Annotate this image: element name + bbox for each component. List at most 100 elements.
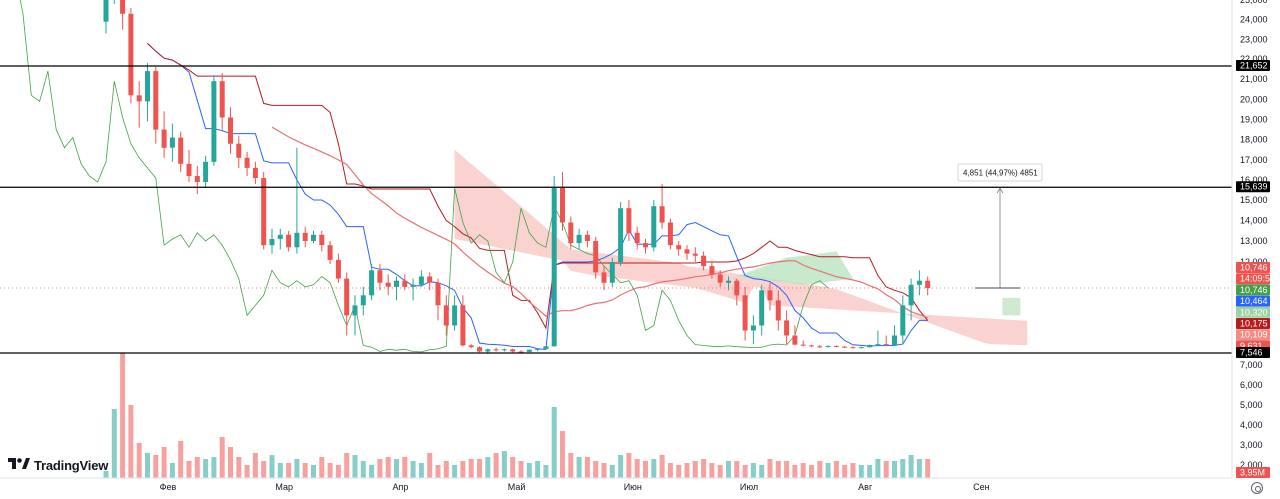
volume-bar <box>236 457 242 478</box>
price-badge <box>1236 306 1270 318</box>
candle-body <box>252 167 258 178</box>
candle-body <box>667 222 673 246</box>
volume-bar <box>228 447 233 478</box>
candle-body <box>452 305 458 326</box>
candle-body <box>211 81 217 162</box>
candle-body <box>277 234 283 239</box>
tradingview-logo[interactable]: TradingView <box>8 456 108 474</box>
time-tick-label: Июл <box>740 482 758 492</box>
candle-body <box>410 284 416 287</box>
volume-bar <box>452 465 458 478</box>
candle-body <box>286 234 292 248</box>
candle-body <box>460 305 466 346</box>
candle-body <box>493 349 499 351</box>
volume-bar <box>311 465 316 478</box>
volume-bar <box>402 457 408 478</box>
volume-bar <box>385 457 391 478</box>
candle-body <box>593 241 599 273</box>
time-tick-label: Апр <box>392 482 408 492</box>
price-tick-label: 5,000 <box>1240 400 1263 410</box>
volume-bar <box>327 463 333 478</box>
volume-bar <box>211 457 217 478</box>
candle-body <box>875 344 881 346</box>
volume-bar <box>394 459 399 478</box>
time-axis[interactable]: Фев Мар Апр Май Июн Июл Авг Сен <box>160 482 990 492</box>
time-tick-label: Май <box>508 482 526 492</box>
candlesticks[interactable] <box>103 0 931 354</box>
volume-bar <box>717 465 723 478</box>
candle-body <box>584 234 590 241</box>
price-badge <box>1236 347 1270 358</box>
time-tick-label: Июн <box>624 482 642 492</box>
candle-body <box>103 0 109 22</box>
candle-body <box>560 188 565 223</box>
price-badge <box>1236 273 1270 285</box>
volume-bar <box>626 453 632 478</box>
candle-body <box>402 280 408 287</box>
candle-body <box>601 272 607 283</box>
volume-bar <box>269 455 275 478</box>
volume-bar <box>643 461 648 478</box>
candle-body <box>892 335 897 345</box>
tradingview-logo-icon <box>8 458 30 469</box>
candle-body <box>360 295 366 306</box>
candle-body <box>726 280 731 283</box>
candle-body <box>900 305 906 336</box>
candle-body <box>551 188 557 347</box>
volume-bar <box>153 455 159 478</box>
candle-body <box>717 274 723 283</box>
candle-body <box>908 284 914 306</box>
candle-body <box>775 300 781 321</box>
volume-bar <box>925 459 931 478</box>
volume-bar <box>709 463 715 478</box>
candle-body <box>784 320 790 336</box>
settings-icon[interactable] <box>1251 482 1263 494</box>
time-tick-label: Сен <box>973 482 990 492</box>
volume-bar <box>120 353 126 478</box>
price-tick-label: 20,000 <box>1240 94 1268 104</box>
measure-label-box <box>957 163 1043 182</box>
candle-body <box>742 295 748 331</box>
candle-body <box>377 270 383 283</box>
candle-body <box>643 243 648 248</box>
candle-body <box>535 348 541 350</box>
price-tick-label: 6,000 <box>1240 380 1263 390</box>
price-tick-label: 13,000 <box>1240 236 1268 246</box>
candle-body <box>883 344 889 346</box>
volume-bar <box>510 457 516 478</box>
price-tick-label: 24,000 <box>1240 15 1268 25</box>
candle-body <box>219 81 225 118</box>
volume-bar <box>651 459 657 478</box>
candle-body <box>186 163 192 176</box>
volume-bar <box>145 453 150 478</box>
kijun-line <box>147 43 929 330</box>
volume-bar <box>136 443 142 478</box>
volume-bar <box>916 459 922 478</box>
volume-bar <box>219 437 225 478</box>
price-badge-label: 7,546 <box>1240 348 1263 358</box>
price-badge <box>1236 60 1270 71</box>
candle-body <box>618 208 624 262</box>
price-badges: 21,65215,63910,74614:09:5910,74610,46410… <box>1236 60 1275 478</box>
price-badge <box>1236 262 1270 273</box>
candle-body <box>311 234 316 241</box>
candle-body <box>427 276 433 283</box>
volume-bar <box>667 463 673 478</box>
candle-body <box>120 0 126 14</box>
volume-bar <box>883 461 889 478</box>
volume-bar <box>535 461 541 478</box>
time-tick-label: Фев <box>160 482 177 492</box>
candle-body <box>203 161 209 182</box>
volume-bar <box>369 465 375 478</box>
horizontal-levels[interactable] <box>0 65 1232 354</box>
moving-average-line <box>271 126 928 319</box>
volume-bar <box>767 459 773 478</box>
candle-body <box>916 280 922 285</box>
volume-bar <box>833 461 839 478</box>
measure-tool[interactable]: 4,851 (44,97%) 4851 <box>957 163 1043 289</box>
volume-bar <box>842 465 848 478</box>
candle-body <box>294 232 300 248</box>
volume-bar <box>261 461 267 478</box>
chikou-line <box>19 0 829 353</box>
